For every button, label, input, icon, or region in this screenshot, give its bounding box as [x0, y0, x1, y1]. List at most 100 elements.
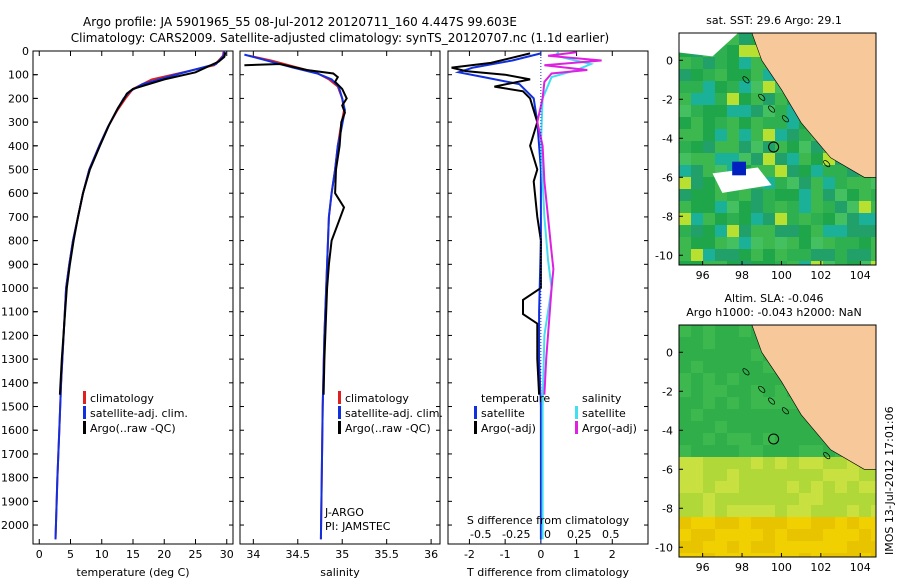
map-cell — [691, 481, 703, 493]
x-tick-label: -1 — [500, 548, 511, 561]
no-data-region — [679, 33, 739, 57]
map-cell — [691, 421, 703, 433]
map-cell — [715, 481, 727, 493]
legend-temperature-heading: temperature — [481, 392, 550, 405]
map-cell — [691, 237, 703, 249]
map-y-tick-label: -8 — [662, 210, 673, 223]
map-cell — [679, 385, 691, 397]
map-cell — [691, 225, 703, 237]
map-cell — [763, 445, 775, 457]
map-y-tick-label: -6 — [662, 171, 673, 184]
map-cell — [799, 213, 811, 225]
map-y-tick-label: 0 — [666, 346, 673, 359]
map-cell — [715, 373, 727, 385]
map-cell — [763, 189, 775, 201]
title-line-2: Climatology: CARS2009. Satellite-adjuste… — [71, 31, 609, 45]
map-cell — [727, 69, 739, 81]
map-cell — [679, 261, 691, 265]
legend-argo: Argo(..raw -QC) — [90, 422, 176, 435]
map-cell — [703, 249, 715, 261]
map-cell — [691, 433, 703, 445]
map-cell — [703, 409, 715, 421]
temperature-tick-labels: 0 5 10 15 20 25 30 — [33, 50, 234, 561]
map-cell — [739, 457, 751, 469]
map-cell — [775, 445, 787, 457]
map-cell — [691, 505, 703, 517]
map-cell — [727, 349, 739, 361]
map-cell — [799, 553, 811, 557]
map-cell — [679, 337, 691, 349]
map-cell — [703, 361, 715, 373]
map-cell — [727, 237, 739, 249]
salinity-tick-labels: 34 34.5 35 35.5 36 — [240, 50, 440, 561]
map-cell — [727, 129, 739, 141]
map-y-tick-label: -4 — [662, 132, 673, 145]
map-cell — [811, 261, 823, 265]
map-cell — [775, 409, 787, 421]
map-cell — [775, 189, 787, 201]
map-cell — [751, 117, 763, 129]
title-line-1: Argo profile: JA 5901965_55 08-Jul-2012 … — [83, 15, 517, 29]
salinity-lines — [244, 53, 348, 540]
map-cell — [679, 553, 691, 557]
map-cell — [859, 237, 871, 249]
map-cell — [703, 553, 715, 557]
map-cell — [835, 225, 847, 237]
map-cell — [679, 165, 691, 177]
island-outline — [781, 407, 789, 415]
map-cell — [811, 213, 823, 225]
map-cell — [751, 385, 763, 397]
legend-satellite: satellite-adj. clim. — [345, 407, 443, 420]
y-tick-label: 200 — [8, 92, 29, 105]
map-cell — [763, 201, 775, 213]
map-frame — [678, 324, 877, 558]
map-cell — [811, 445, 823, 457]
map-cell — [739, 117, 751, 129]
map-cell — [727, 433, 739, 445]
map-cell — [691, 349, 703, 361]
map-y-tick-label: 0 — [666, 54, 673, 67]
map-cell — [871, 213, 876, 225]
map-cell — [679, 409, 691, 421]
map-cell — [787, 421, 799, 433]
map-cell — [703, 225, 715, 237]
x-tick-label: 20 — [157, 548, 171, 561]
map-cell — [847, 517, 859, 529]
map-cell — [871, 261, 876, 265]
map-cell — [691, 541, 703, 553]
map-cell — [799, 189, 811, 201]
map-x-tick-label: 104 — [850, 561, 871, 574]
map-cell — [751, 445, 763, 457]
map-cell — [823, 249, 835, 261]
island-outline — [742, 76, 750, 84]
map-cell — [811, 457, 823, 469]
y-tick-label: 1300 — [1, 353, 29, 366]
map-cell — [751, 57, 763, 69]
legend-swatch-climatology — [338, 391, 341, 404]
map-cell — [751, 105, 763, 117]
sst-map-title: sat. SST: 29.6 Argo: 29.1 — [706, 14, 842, 27]
map-cell — [703, 469, 715, 481]
map-cell — [715, 361, 727, 373]
map-cell — [727, 505, 739, 517]
map-cell — [799, 517, 811, 529]
map-cell — [823, 517, 835, 529]
y-tick-label: 400 — [8, 140, 29, 153]
y-tick-label: 1700 — [1, 448, 29, 461]
map-cell — [739, 409, 751, 421]
map-cell — [691, 373, 703, 385]
map-cell — [787, 481, 799, 493]
map-cell — [811, 225, 823, 237]
map-cell — [679, 213, 691, 225]
map-cell — [775, 421, 787, 433]
map-cell — [703, 141, 715, 153]
map-cell — [775, 105, 787, 117]
map-cell — [715, 201, 727, 213]
map-cell — [727, 529, 739, 541]
map-cell — [715, 325, 727, 337]
map-cell — [847, 505, 859, 517]
map-cell — [859, 225, 871, 237]
temperature-panel: 0100200300400500600700800900100011001200… — [1, 45, 234, 579]
map-cell — [703, 213, 715, 225]
map-cell — [787, 553, 799, 557]
